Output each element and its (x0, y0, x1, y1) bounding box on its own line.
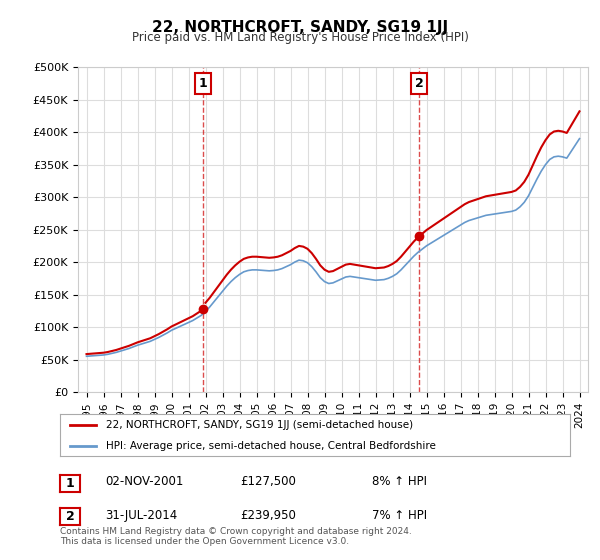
Text: 1: 1 (199, 77, 207, 90)
Text: Price paid vs. HM Land Registry's House Price Index (HPI): Price paid vs. HM Land Registry's House … (131, 31, 469, 44)
Text: 2: 2 (415, 77, 424, 90)
Text: 22, NORTHCROFT, SANDY, SG19 1JJ (semi-detached house): 22, NORTHCROFT, SANDY, SG19 1JJ (semi-de… (106, 420, 413, 430)
Text: £239,950: £239,950 (240, 508, 296, 522)
Text: 02-NOV-2001: 02-NOV-2001 (105, 475, 184, 488)
Text: 8% ↑ HPI: 8% ↑ HPI (372, 475, 427, 488)
Text: Contains HM Land Registry data © Crown copyright and database right 2024.
This d: Contains HM Land Registry data © Crown c… (60, 526, 412, 546)
Text: 1: 1 (65, 477, 74, 490)
Text: 31-JUL-2014: 31-JUL-2014 (105, 508, 177, 522)
Text: £127,500: £127,500 (240, 475, 296, 488)
Text: HPI: Average price, semi-detached house, Central Bedfordshire: HPI: Average price, semi-detached house,… (106, 441, 436, 451)
Text: 7% ↑ HPI: 7% ↑ HPI (372, 508, 427, 522)
Text: 2: 2 (65, 510, 74, 524)
Text: 22, NORTHCROFT, SANDY, SG19 1JJ: 22, NORTHCROFT, SANDY, SG19 1JJ (152, 20, 448, 35)
